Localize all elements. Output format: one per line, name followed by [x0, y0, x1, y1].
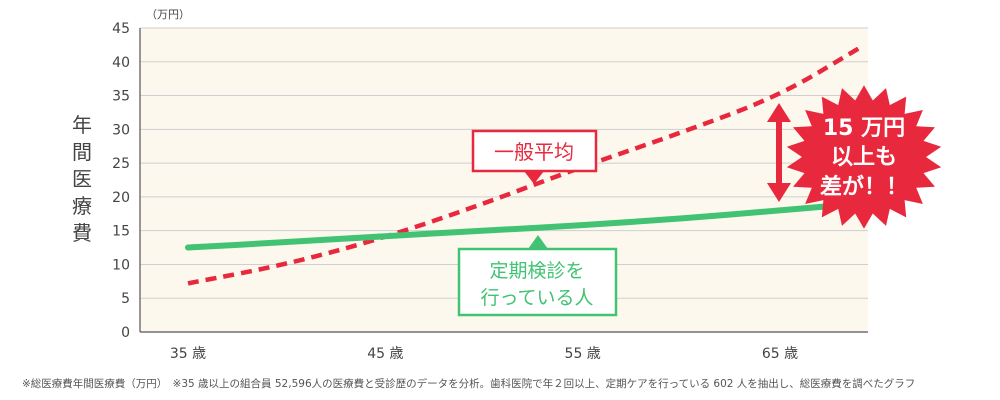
checkup-callout	[457, 247, 618, 317]
y-tick-label: 30	[112, 122, 130, 138]
axes	[139, 28, 868, 333]
y-unit-label: （万円）	[146, 8, 190, 21]
series-line-regular-checkup	[185, 200, 862, 251]
y-tick-label: 10	[112, 257, 130, 273]
general-average-callout	[471, 129, 598, 173]
checkup-label-line1: 定期検診を	[489, 260, 584, 282]
y-axis-label-char: 年	[72, 113, 92, 137]
y-tick-label: 35	[112, 89, 130, 105]
y-tick-label: 5	[121, 291, 130, 307]
y-tick-label: 40	[112, 55, 130, 71]
x-tick-label: 35 歳	[170, 346, 206, 362]
y-axis-label: 年間医療費	[72, 113, 92, 245]
y-axis-label-char: 療	[72, 194, 92, 218]
burst-text-line3: 差が！！	[820, 174, 908, 200]
y-tick-label: 45	[112, 21, 130, 37]
difference-burst	[786, 85, 942, 229]
y-axis-label-char: 医	[72, 167, 92, 191]
general-average-callout-pointer	[524, 171, 544, 184]
x-tick-label: 65 歳	[762, 346, 798, 362]
y-axis-label-char: 費	[72, 221, 92, 245]
burst-text-line2: 以上も	[831, 145, 897, 170]
y-tick-label: 25	[112, 156, 130, 172]
burst-text-line1: 15 万円	[823, 116, 905, 141]
y-tick-label: 0	[121, 325, 130, 341]
x-tick-label: 45 歳	[367, 346, 403, 362]
series-lines	[185, 46, 862, 286]
y-tick-label: 15	[112, 224, 130, 240]
difference-arrow-head-down	[767, 183, 791, 202]
footnote: ※総医療費年間医療費（万円） ※35 歳以上の組合員 52,596人の医療費と受…	[22, 378, 916, 390]
checkup-callout-pointer	[528, 235, 548, 249]
y-tick-labels: 0 5 10 15 20 25 30 35 40 45	[112, 21, 130, 341]
difference-arrow-head-up	[767, 103, 791, 122]
y-tick-label: 20	[112, 190, 130, 206]
checkup-label-line2: 行っている人	[480, 287, 593, 309]
series-line-general-average	[187, 46, 861, 286]
y-axis-label-char: 間	[72, 140, 92, 164]
general-average-label: 一般平均	[494, 140, 574, 164]
x-tick-labels: 35 歳 45 歳 55 歳 65 歳	[170, 346, 798, 362]
x-tick-label: 55 歳	[565, 346, 601, 362]
